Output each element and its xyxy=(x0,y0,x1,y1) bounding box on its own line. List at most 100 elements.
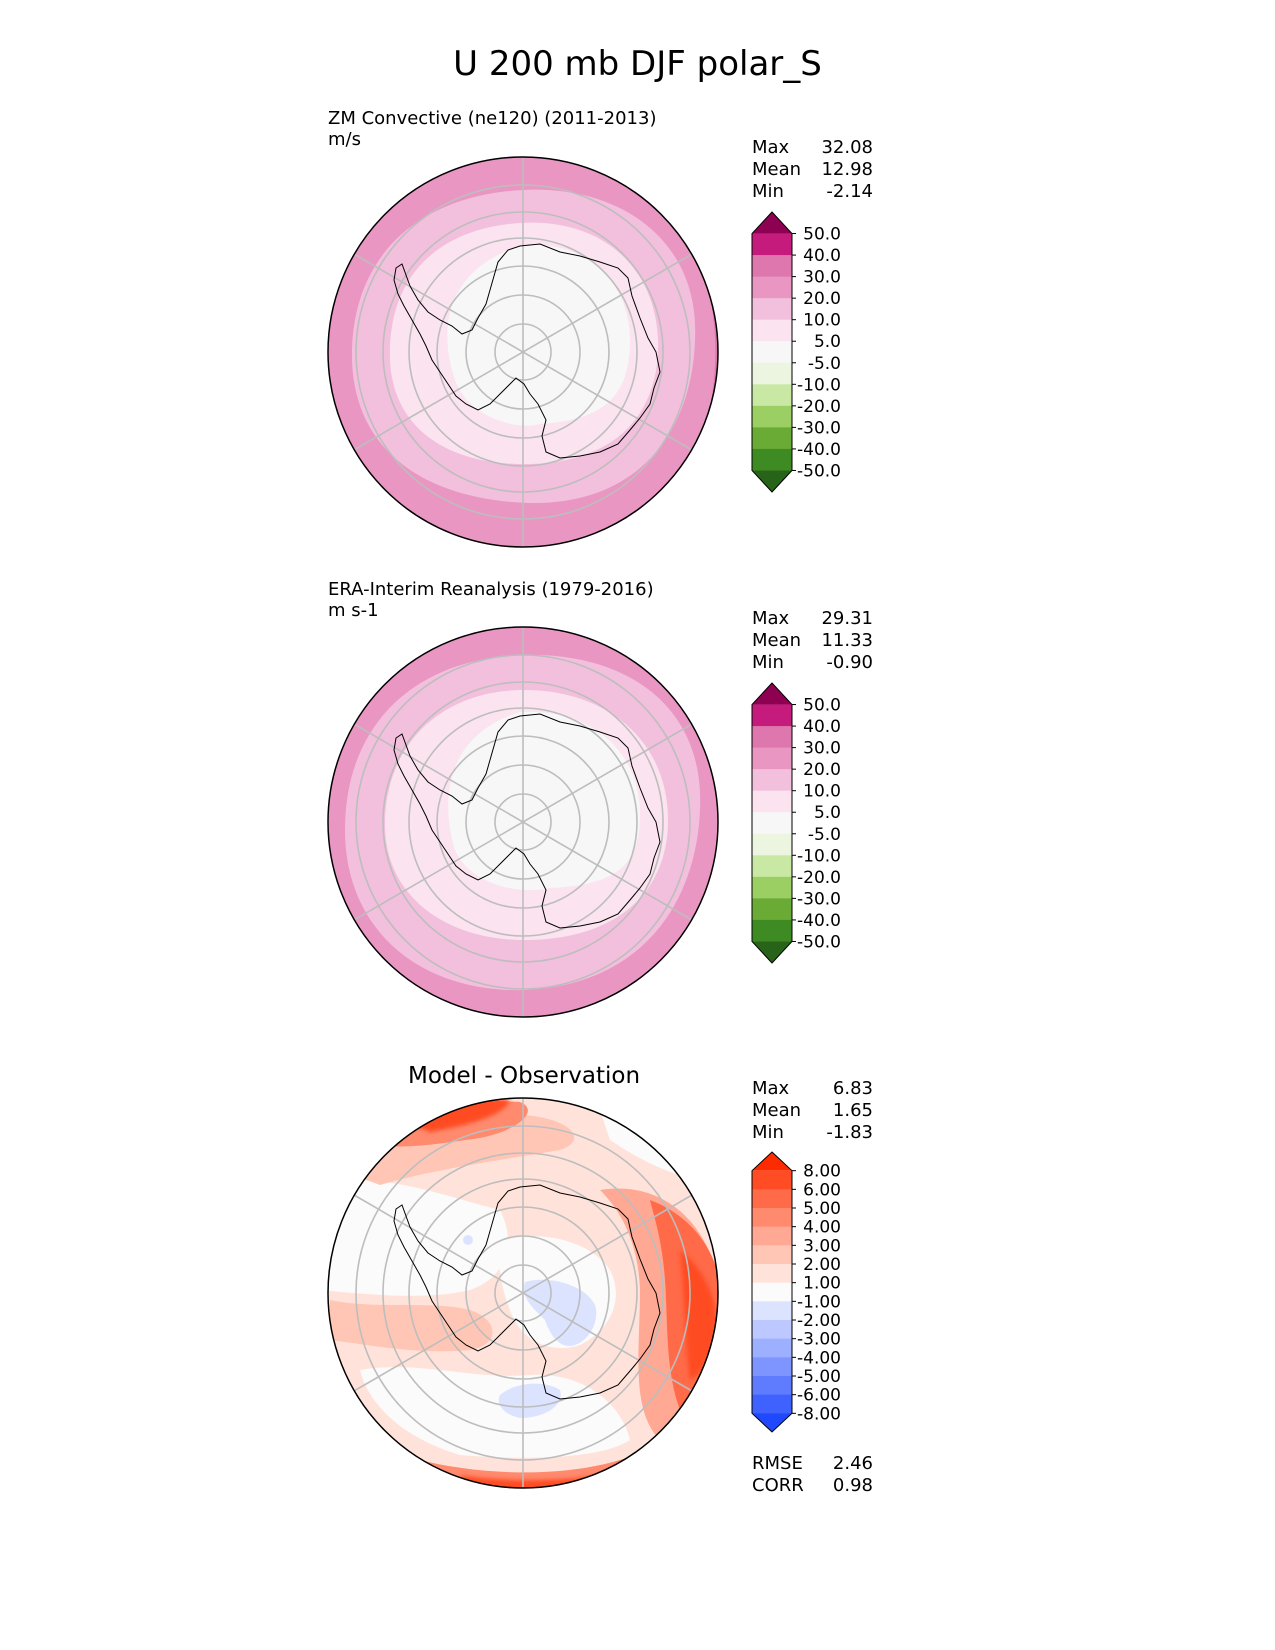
stat-corr-value: 0.98 xyxy=(832,1475,873,1496)
field-near-zero-west xyxy=(328,1180,509,1296)
colorbar-tick-label: 50.0 xyxy=(803,696,841,716)
colorbar-tick-label: 5.00 xyxy=(803,1199,841,1219)
field-band-minus5-5 xyxy=(448,711,640,891)
colorbar-tick-label: 2.00 xyxy=(803,1255,841,1275)
antarctica-coastline xyxy=(393,713,661,929)
stat-mean-value: 12.98 xyxy=(821,159,873,180)
colorbar-swatch xyxy=(752,790,792,813)
colorbar-tick-label: -6.00 xyxy=(797,1386,841,1406)
field-band-minus5-5 xyxy=(447,245,631,426)
colorbar-swatch xyxy=(752,898,792,921)
colorbar-tick-label: -50.0 xyxy=(797,461,841,481)
colorbar-extend-max xyxy=(752,212,792,234)
colorbar-swatch xyxy=(752,1264,792,1284)
colorbar-extend-max xyxy=(752,683,792,705)
map-boundary xyxy=(327,626,719,1018)
colorbar-tick-label: -30.0 xyxy=(797,889,841,909)
colorbar-swatch xyxy=(752,1245,792,1265)
colorbar-tick-label: 50.0 xyxy=(803,225,841,245)
stat-min-value: -0.90 xyxy=(826,652,873,673)
stat-max-label: Max xyxy=(752,608,790,629)
panel3-extra-stats: RMSE 2.46 CORR 0.98 xyxy=(752,1453,873,1497)
stat-max-value: 32.08 xyxy=(821,137,873,158)
panel3-title: Model - Observation xyxy=(408,1063,641,1089)
field-pos-5-6-south xyxy=(460,1475,602,1488)
colorbar-swatch xyxy=(752,427,792,450)
colorbar-tick-label: -10.0 xyxy=(797,846,841,866)
colorbar-tick-label: -10.0 xyxy=(797,375,841,395)
colorbar-tick-label: -20.0 xyxy=(797,397,841,417)
colorbar-swatch xyxy=(752,812,792,835)
colorbar-swatch xyxy=(752,1376,792,1396)
stat-max-value: 6.83 xyxy=(832,1078,873,1099)
colorbar-tick-label: 30.0 xyxy=(803,739,841,759)
colorbar-tick-label: -5.0 xyxy=(808,354,841,374)
field-pos-2-3-north xyxy=(340,1114,575,1185)
stat-mean-label: Mean xyxy=(752,630,802,651)
stat-min-value: -1.83 xyxy=(826,1122,873,1143)
panel2-stats: Max 29.31 Mean 11.33 Min -0.90 xyxy=(752,608,873,674)
field-neg-small xyxy=(463,1235,473,1245)
colorbar-tick-label: 20.0 xyxy=(803,289,841,309)
colorbar-swatch xyxy=(752,704,792,727)
colorbar-tick-label: 40.0 xyxy=(803,246,841,266)
colorbar-swatch xyxy=(752,1338,792,1358)
colorbar-tick-label: 5.0 xyxy=(814,332,841,352)
colorbar-tick-label: -8.00 xyxy=(797,1404,841,1424)
figure-title: U 200 mb DJF polar_S xyxy=(453,44,822,84)
colorbar-tick-label: 5.0 xyxy=(814,803,841,823)
stat-min-label: Min xyxy=(752,181,784,202)
colorbar-tick-label: -4.00 xyxy=(797,1348,841,1368)
stat-max-label: Max xyxy=(752,137,790,158)
colorbar-tick-label: 20.0 xyxy=(803,760,841,780)
colorbar-tick-label: 10.0 xyxy=(803,782,841,802)
colorbar-extend-min xyxy=(752,1413,792,1432)
colorbar-tick-label: 8.00 xyxy=(803,1162,841,1182)
stat-max-label: Max xyxy=(752,1078,790,1099)
colorbar-swatch xyxy=(752,255,792,278)
panel2-title: ERA-Interim Reanalysis (1979-2016) xyxy=(328,579,654,600)
colorbar-swatch xyxy=(752,448,792,471)
colorbar-test: 50.040.030.020.010.05.0-5.0-10.0-20.0-30… xyxy=(751,211,841,493)
colorbar-extend-min xyxy=(752,941,792,963)
map-panel-test xyxy=(327,156,719,548)
stat-mean-label: Mean xyxy=(752,1100,802,1121)
colorbar-swatch xyxy=(752,1394,792,1414)
colorbar-swatch xyxy=(752,1170,792,1190)
colorbar-tick-label: -40.0 xyxy=(797,911,841,931)
stat-rmse-label: RMSE xyxy=(752,1453,803,1474)
colorbar-swatch xyxy=(752,298,792,321)
stat-min-label: Min xyxy=(752,652,784,673)
colorbar-swatch xyxy=(752,1226,792,1246)
stat-mean-label: Mean xyxy=(752,159,802,180)
colorbar-swatch xyxy=(752,405,792,428)
colorbar-swatch xyxy=(752,1208,792,1228)
field-neg-south xyxy=(498,1383,561,1418)
colorbar-tick-label: -20.0 xyxy=(797,868,841,888)
colorbar-swatch xyxy=(752,769,792,792)
graticule xyxy=(353,627,693,1017)
colorbar-tick-label: -5.0 xyxy=(808,825,841,845)
colorbar-swatch xyxy=(752,319,792,342)
stat-corr-label: CORR xyxy=(752,1475,804,1496)
field-pos-2-3-west xyxy=(330,1300,493,1352)
colorbar-tick-label: -2.00 xyxy=(797,1311,841,1331)
colorbar-tick-label: 1.00 xyxy=(803,1274,841,1294)
stat-max-value: 29.31 xyxy=(821,608,873,629)
antarctica-coastline xyxy=(393,1184,661,1400)
panel2-units: m s-1 xyxy=(328,600,379,621)
colorbar-swatch xyxy=(752,341,792,364)
map-boundary xyxy=(327,1097,719,1489)
colorbar-swatch xyxy=(752,276,792,299)
colorbar-tick-label: -5.00 xyxy=(797,1367,841,1387)
colorbar-extend-max xyxy=(752,1152,792,1171)
map-panel-ref xyxy=(327,626,719,1018)
colorbar-swatch xyxy=(752,1357,792,1377)
stat-mean-value: 1.65 xyxy=(832,1100,873,1121)
colorbar-tick-label: -40.0 xyxy=(797,440,841,460)
panel1-units: m/s xyxy=(328,129,361,150)
colorbar-swatch xyxy=(752,833,792,856)
colorbar-diff: 8.006.005.004.003.002.001.00-1.00-2.00-3… xyxy=(751,1151,841,1433)
stat-mean-value: 11.33 xyxy=(821,630,873,651)
